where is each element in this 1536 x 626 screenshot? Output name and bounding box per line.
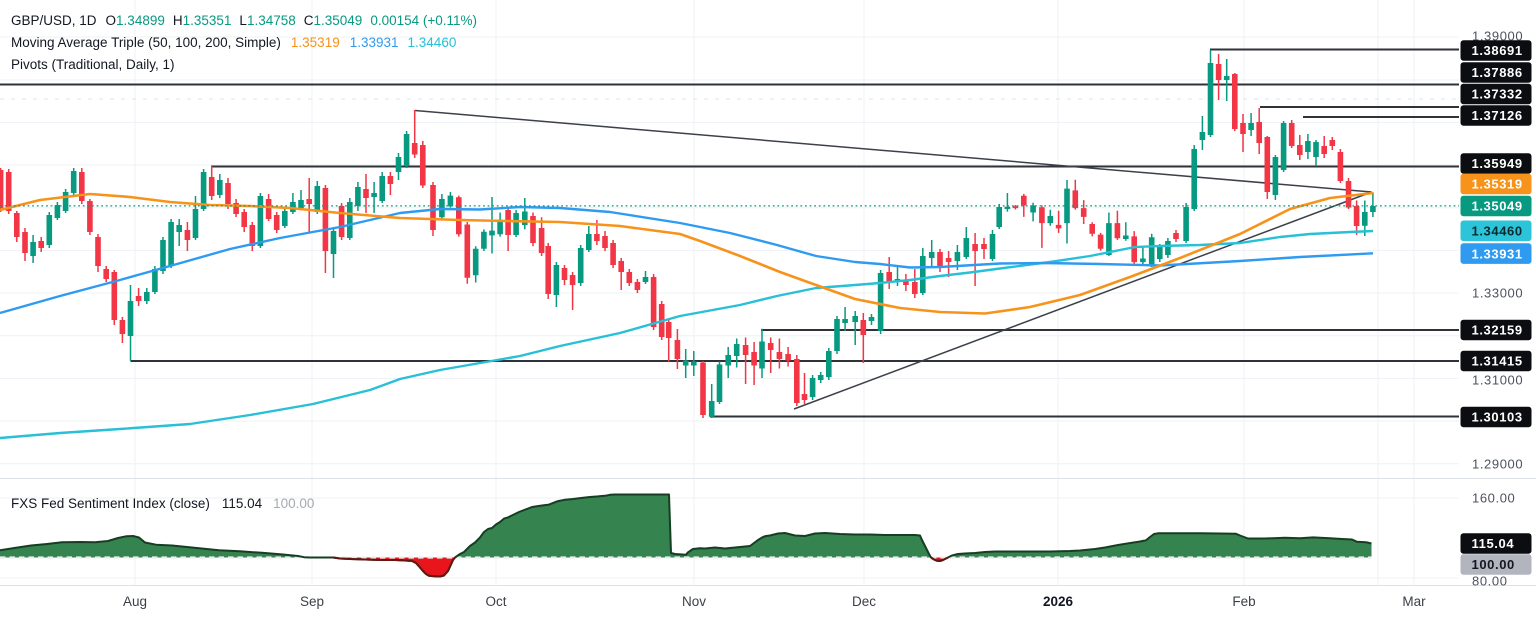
svg-text:1.30103: 1.30103: [1472, 410, 1523, 425]
svg-text:Dec: Dec: [852, 594, 876, 609]
svg-text:115.04: 115.04: [1472, 536, 1515, 551]
svg-text:1.31415: 1.31415: [1472, 354, 1523, 369]
svg-text:1.37126: 1.37126: [1472, 108, 1523, 123]
svg-text:Moving Average Triple (50, 100: Moving Average Triple (50, 100, 200, Sim…: [11, 35, 456, 50]
svg-text:Aug: Aug: [123, 594, 147, 609]
svg-text:Sep: Sep: [300, 594, 324, 609]
svg-text:1.35049: 1.35049: [1472, 199, 1523, 214]
svg-text:1.35949: 1.35949: [1472, 156, 1523, 171]
svg-text:Oct: Oct: [485, 594, 506, 609]
svg-text:100.00: 100.00: [1472, 557, 1515, 572]
svg-text:1.38691: 1.38691: [1472, 43, 1523, 58]
svg-text:1.33000: 1.33000: [1472, 286, 1523, 301]
svg-text:1.37332: 1.37332: [1472, 87, 1523, 102]
svg-text:1.32159: 1.32159: [1472, 323, 1523, 338]
svg-text:Pivots (Traditional, Daily, 1): Pivots (Traditional, Daily, 1): [11, 57, 175, 72]
svg-text:1.33931: 1.33931: [1472, 246, 1523, 261]
svg-text:1.31000: 1.31000: [1472, 373, 1523, 388]
svg-text:1.37886: 1.37886: [1472, 65, 1523, 80]
svg-text:160.00: 160.00: [1472, 491, 1515, 506]
svg-text:Mar: Mar: [1402, 594, 1426, 609]
svg-text:1.35319: 1.35319: [1472, 177, 1523, 192]
svg-text:Feb: Feb: [1232, 594, 1255, 609]
svg-text:1.29000: 1.29000: [1472, 457, 1523, 472]
svg-text:2026: 2026: [1043, 594, 1074, 609]
svg-text:FXS Fed Sentiment Index (close: FXS Fed Sentiment Index (close) 115.04 100…: [11, 496, 314, 511]
svg-text:1.34460: 1.34460: [1472, 224, 1523, 239]
svg-text:80.00: 80.00: [1472, 574, 1508, 589]
svg-text:1.39000: 1.39000: [1472, 29, 1523, 44]
svg-text:Nov: Nov: [682, 594, 706, 609]
